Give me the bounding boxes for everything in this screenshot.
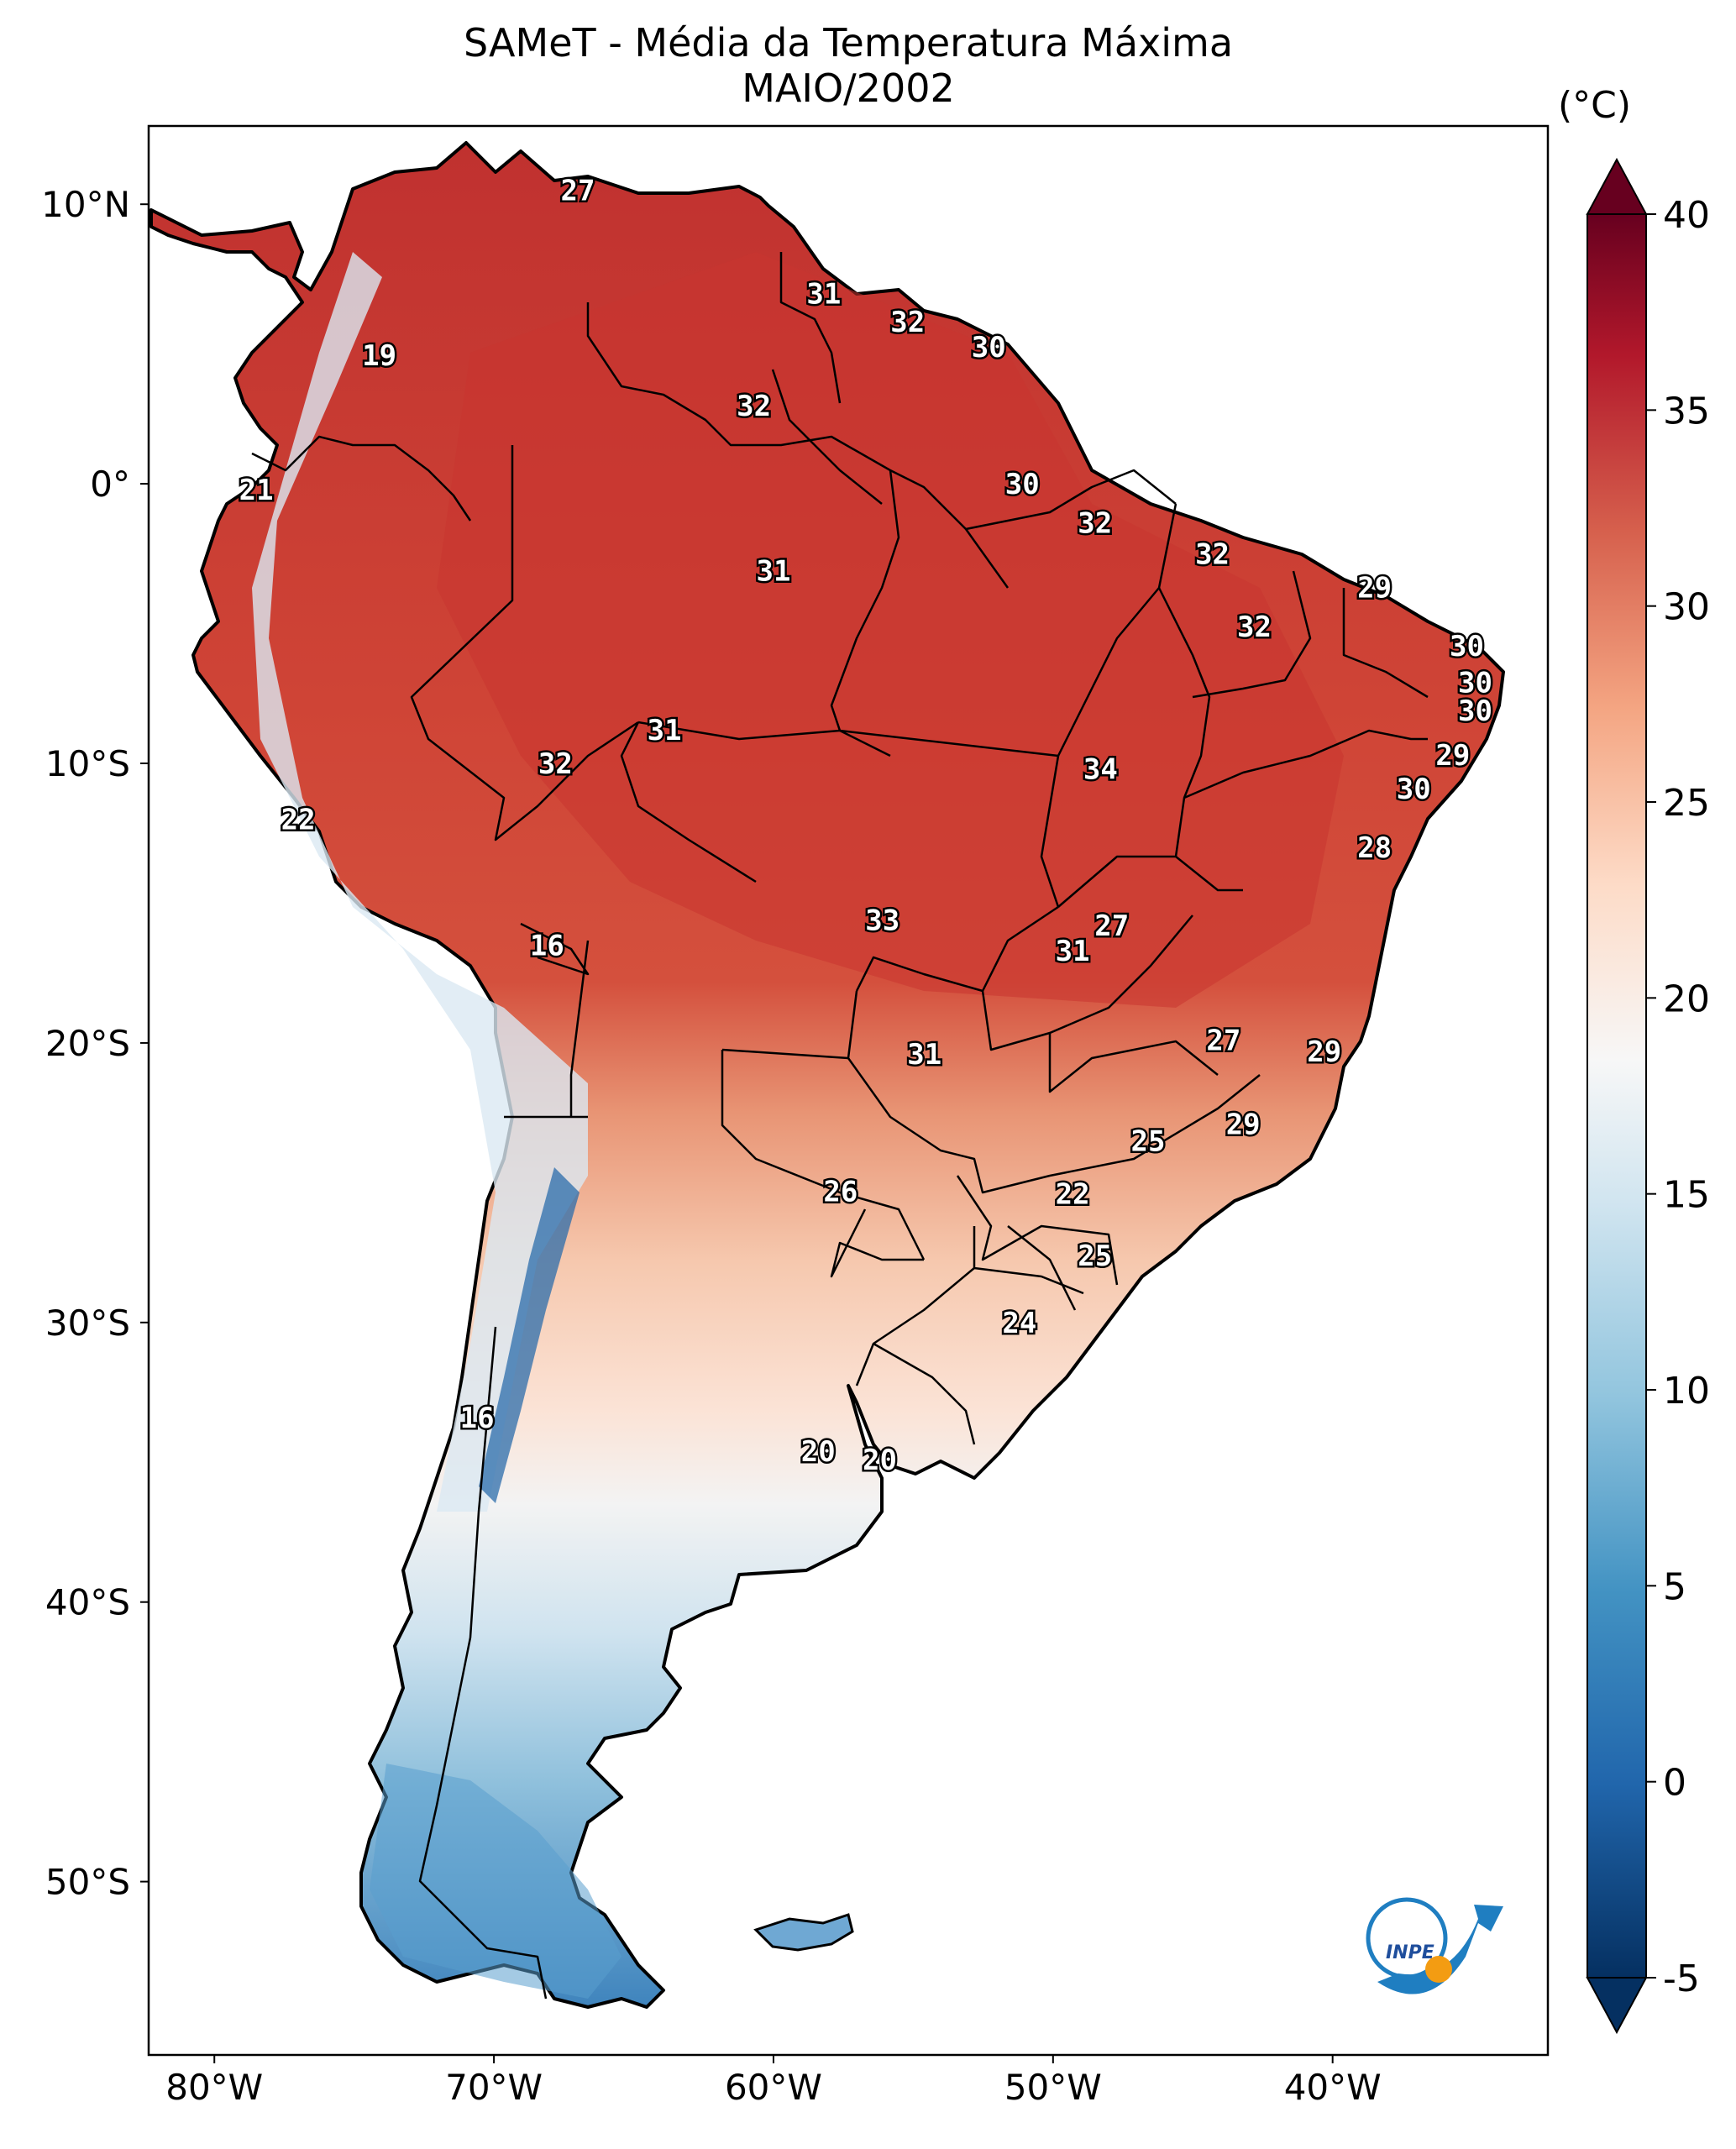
city-label: 29 — [1226, 1108, 1261, 1141]
andes-cool-band — [252, 252, 588, 1512]
lon-tick-label: 40°W — [1284, 2067, 1382, 2108]
hot-region — [437, 252, 1344, 1008]
city-label: 30 — [1450, 630, 1484, 663]
colorbar-tick-label: 30 — [1663, 586, 1710, 629]
political-borders — [251, 252, 1429, 2000]
lat-tick-label: 50°S — [45, 1862, 130, 1903]
colorbar-tick-label: 40 — [1663, 194, 1710, 237]
logo-dot — [1425, 1956, 1452, 1983]
lat-tick-label: 20°S — [45, 1023, 130, 1064]
city-label: 33 — [865, 904, 899, 937]
longitude-ticks: 80°W 70°W 60°W 50°W 40°W — [165, 2055, 1382, 2108]
city-label: 32 — [538, 747, 573, 781]
colorbar-tick-label: 35 — [1663, 390, 1710, 432]
lat-tick-label: 0° — [90, 464, 130, 505]
andes-cold-core — [479, 1167, 580, 1503]
city-label: 22 — [1056, 1178, 1090, 1212]
city-label: 22 — [281, 804, 316, 837]
colorbar-tick-label: 20 — [1663, 978, 1710, 1020]
lon-tick-label: 80°W — [165, 2067, 263, 2108]
city-label: 27 — [560, 175, 595, 208]
colorbar-ticks: -5 0 5 10 15 20 25 30 35 40 — [1646, 194, 1710, 2000]
city-label: 31 — [806, 278, 841, 312]
colorbar-unit: (°C) — [1558, 84, 1632, 127]
city-label: 32 — [890, 306, 925, 339]
city-label: 31 — [648, 714, 682, 747]
colorbar-tick-label: -5 — [1663, 1958, 1700, 2000]
inpe-logo: INPE — [1366, 1897, 1503, 1994]
colorbar-tick-label: 5 — [1663, 1565, 1686, 1608]
colorbar-tick-label: 10 — [1663, 1370, 1710, 1413]
map-subtitle: MAIO/2002 — [742, 66, 955, 111]
city-label: 25 — [1131, 1124, 1166, 1158]
falkland-islands — [753, 1913, 854, 1952]
city-label: 30 — [1005, 468, 1040, 501]
lat-tick-label: 10°N — [41, 184, 130, 225]
city-label: 27 — [1094, 909, 1129, 943]
city-label: 30 — [972, 331, 1006, 364]
city-label: 27 — [1206, 1025, 1240, 1058]
city-label: 26 — [823, 1175, 858, 1208]
city-label: 29 — [1307, 1035, 1341, 1069]
city-label: 20 — [863, 1444, 897, 1477]
city-label: 19 — [362, 339, 396, 373]
city-label: 29 — [1435, 739, 1470, 773]
lon-tick-label: 50°W — [1004, 2067, 1102, 2108]
city-label: 16 — [460, 1402, 495, 1435]
map-title: SAMeT - Média da Temperatura Máxima — [463, 20, 1234, 66]
lat-tick-label: 40°S — [45, 1582, 130, 1623]
lat-tick-label: 30°S — [45, 1303, 130, 1344]
colorbar: -5 0 5 10 15 20 25 30 35 40 — [1586, 157, 1710, 2035]
colorbar-tick-label: 25 — [1663, 782, 1710, 825]
city-label: 32 — [737, 390, 771, 423]
city-label: 24 — [1002, 1307, 1036, 1340]
city-label: 32 — [1237, 611, 1272, 644]
city-label: 30 — [1458, 694, 1492, 728]
city-label: 30 — [1458, 666, 1492, 700]
city-label: 31 — [907, 1038, 941, 1072]
lat-tick-label: 10°S — [45, 743, 130, 784]
city-label: 29 — [1357, 571, 1392, 605]
city-label: 16 — [530, 929, 564, 962]
logo-text: INPE — [1386, 1942, 1434, 1963]
colorbar-bottom-arrow — [1586, 1977, 1648, 2035]
lon-tick-label: 60°W — [725, 2067, 822, 2108]
city-label: 21 — [239, 474, 274, 507]
city-label: 34 — [1083, 753, 1118, 787]
city-label: 25 — [1078, 1240, 1112, 1273]
city-label: 32 — [1195, 537, 1230, 571]
city-label: 31 — [1056, 935, 1090, 968]
colorbar-scale — [1587, 213, 1647, 1979]
city-label: 31 — [756, 554, 790, 588]
city-label: 30 — [1397, 773, 1431, 806]
lon-tick-label: 70°W — [445, 2067, 543, 2108]
colorbar-tick-label: 15 — [1663, 1174, 1710, 1217]
city-label: 20 — [801, 1435, 836, 1469]
colorbar-top-arrow — [1586, 157, 1648, 215]
latitude-ticks: 10°N 0° 10°S 20°S 30°S 40°S 50°S — [41, 184, 149, 1903]
city-label: 32 — [1078, 507, 1112, 541]
city-label: 28 — [1357, 831, 1392, 865]
colorbar-tick-label: 0 — [1663, 1762, 1686, 1805]
